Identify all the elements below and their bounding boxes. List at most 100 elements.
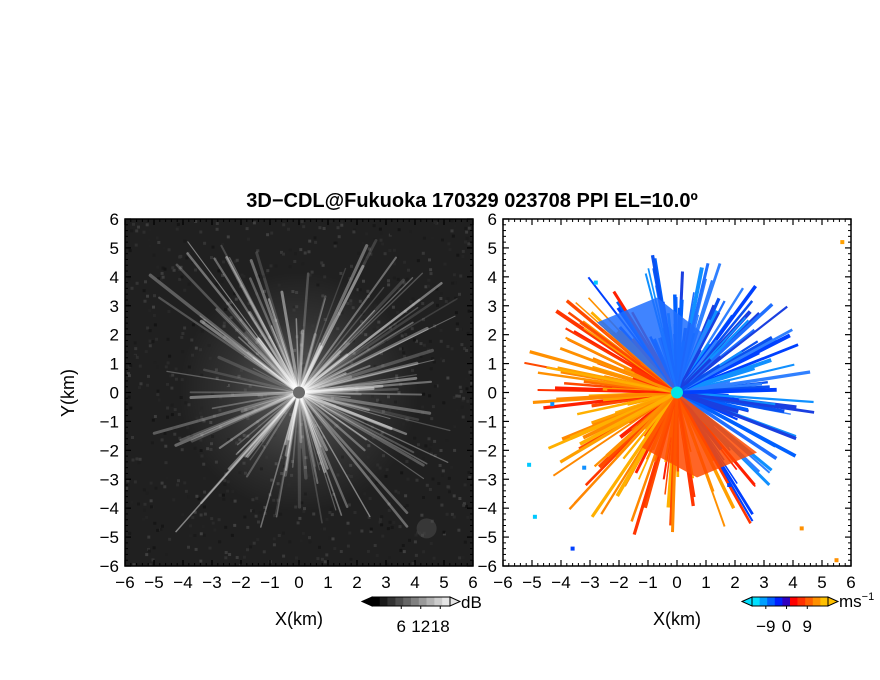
- noise-speckle: [378, 520, 382, 524]
- noise-speckle: [444, 299, 448, 303]
- velocity-colorbar-tick-label: 9: [803, 617, 812, 636]
- noise-speckle: [273, 514, 277, 518]
- noise-speckle: [170, 386, 174, 390]
- noise-speckle: [468, 370, 472, 374]
- noise-speckle: [431, 405, 435, 409]
- velocity-colorbar-swatch: [797, 597, 806, 606]
- noise-speckle: [470, 477, 473, 480]
- velocity-echo-speck: [834, 558, 839, 563]
- noise-speckle: [214, 257, 218, 261]
- noise-speckle: [458, 385, 462, 389]
- noise-speckle: [128, 249, 132, 253]
- noise-speckle: [461, 415, 465, 419]
- noise-speckle: [428, 394, 432, 398]
- noise-speckle: [138, 457, 142, 461]
- noise-speckle: [247, 237, 250, 241]
- noise-speckle: [459, 274, 463, 278]
- noise-speckle: [318, 226, 322, 230]
- noise-speckle: [163, 267, 167, 271]
- noise-speckle: [194, 547, 198, 551]
- reflectivity-xlabel: X(km): [275, 609, 323, 629]
- velocity-x-tick-label: 1: [701, 573, 710, 592]
- noise-speckle: [431, 236, 434, 240]
- noise-speckle: [148, 329, 152, 333]
- noise-speckle: [148, 339, 152, 343]
- noise-speckle: [147, 535, 151, 539]
- noise-speckle: [256, 249, 260, 253]
- noise-speckle: [226, 235, 230, 239]
- reflectivity-colorbar-swatch: [387, 597, 396, 606]
- noise-speckle: [398, 525, 402, 529]
- velocity-ray: [675, 358, 712, 394]
- noise-speckle: [428, 339, 432, 343]
- velocity-ray: [546, 366, 678, 394]
- noise-speckle: [320, 261, 324, 265]
- velocity-colorbar-unit-base: ms: [839, 592, 862, 611]
- noise-speckle: [308, 536, 311, 540]
- noise-speckle: [162, 246, 166, 250]
- noise-speckle: [242, 555, 246, 559]
- velocity-ray: [676, 387, 777, 395]
- reflectivity-colorbar-swatch: [418, 597, 427, 606]
- noise-speckle: [447, 242, 451, 246]
- noise-speckle: [428, 447, 432, 451]
- noise-speckle: [458, 556, 462, 560]
- noise-speckle: [352, 230, 356, 234]
- noise-speckle: [450, 229, 454, 233]
- noise-speckle: [129, 406, 133, 410]
- velocity-colorbar-swatch: [820, 597, 829, 606]
- noise-speckle: [148, 228, 152, 232]
- noise-speckle: [208, 546, 212, 550]
- noise-speckle: [357, 251, 361, 255]
- noise-speckle: [383, 252, 387, 256]
- noise-speckle: [373, 258, 377, 262]
- noise-speckle: [156, 393, 160, 397]
- velocity-ray: [676, 364, 721, 394]
- noise-speckle: [166, 337, 170, 341]
- velocity-colorbar-tick-label: 0: [782, 617, 791, 636]
- noise-speckle: [166, 415, 169, 419]
- noise-speckle: [128, 531, 132, 535]
- noise-speckle: [361, 241, 365, 245]
- noise-speckle: [463, 483, 467, 487]
- velocity-echo-speck: [582, 465, 587, 470]
- noise-speckle: [263, 512, 267, 515]
- velocity-x-tick-label: 3: [759, 573, 768, 592]
- noise-speckle: [464, 226, 468, 230]
- noise-speckle: [246, 548, 249, 552]
- noise-speckle: [417, 531, 421, 535]
- noise-speckle: [429, 268, 433, 272]
- noise-speckle: [166, 406, 170, 410]
- noise-speckle: [421, 457, 425, 461]
- noise-speckle: [437, 496, 441, 500]
- noise-speckle: [161, 266, 165, 270]
- noise-speckle: [446, 297, 450, 301]
- noise-speckle: [174, 377, 178, 381]
- noise-speckle: [169, 374, 173, 378]
- noise-speckle: [176, 483, 180, 487]
- noise-speckle: [191, 516, 195, 520]
- noise-speckle: [416, 524, 420, 528]
- noise-speckle: [171, 266, 175, 270]
- noise-speckle: [266, 233, 270, 237]
- velocity-x-tick-label: 0: [672, 573, 681, 592]
- noise-speckle: [353, 511, 357, 514]
- noise-speckle: [455, 408, 459, 412]
- noise-speckle: [457, 528, 461, 532]
- noise-speckle: [313, 236, 317, 240]
- reflectivity-plot-frame: [124, 218, 474, 567]
- noise-speckle: [441, 238, 444, 242]
- noise-speckle: [325, 517, 329, 521]
- noise-speckle: [133, 341, 137, 345]
- noise-speckle: [282, 531, 285, 535]
- noise-speckle: [201, 524, 205, 528]
- noise-speckle: [466, 399, 470, 403]
- noise-speckle: [252, 221, 256, 225]
- noise-speckle: [452, 396, 456, 400]
- noise-speckle: [132, 222, 135, 226]
- noise-speckle: [427, 437, 431, 441]
- noise-speckle: [339, 550, 343, 553]
- radar-center-marker-right: [671, 386, 683, 399]
- velocity-y-tick-label: 1: [488, 355, 497, 374]
- noise-speckle: [467, 226, 471, 230]
